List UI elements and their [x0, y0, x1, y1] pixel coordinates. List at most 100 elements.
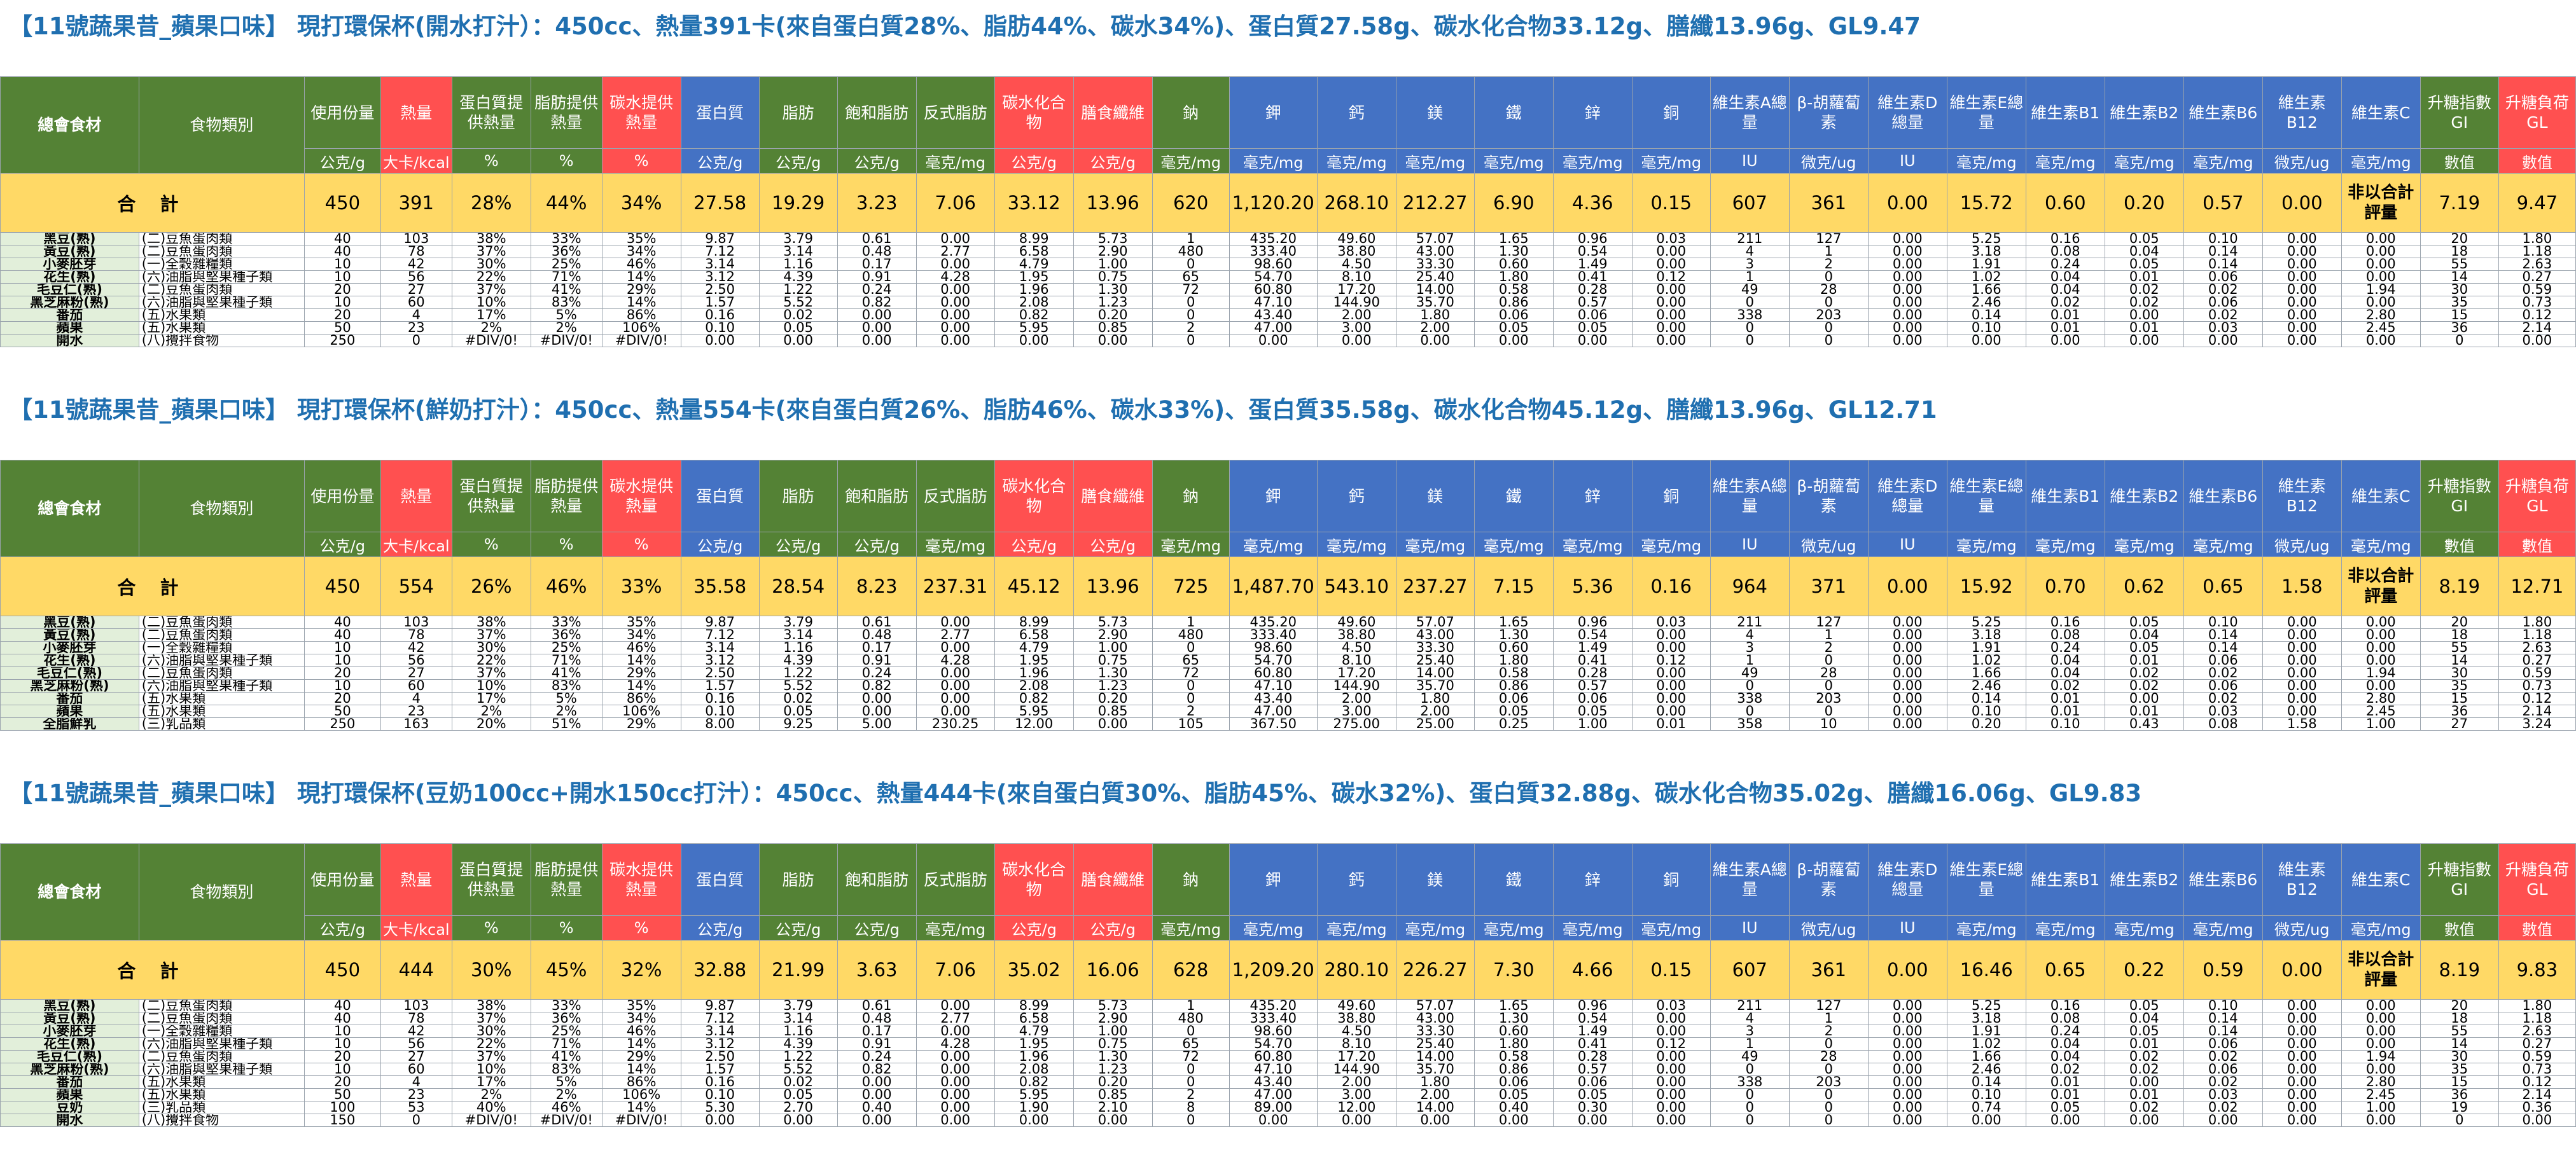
- value-cell: 0.00: [2262, 616, 2342, 629]
- value-cell: 0.00: [1867, 1012, 1947, 1025]
- unit-cell: 毫克/mg: [1316, 148, 1396, 174]
- value-cell: 1.00: [1552, 717, 1633, 731]
- value-cell: 47.10: [1229, 679, 1318, 693]
- value-cell: 0.00: [1316, 334, 1396, 347]
- value-cell: 0.20: [1073, 308, 1153, 322]
- value-cell: 14.00: [1395, 283, 1475, 296]
- value-cell: 230.25: [916, 717, 995, 731]
- total-cell: 34%: [601, 173, 681, 233]
- value-cell: 42: [380, 641, 452, 654]
- value-cell: 30: [2419, 283, 2499, 296]
- value-cell: 0.00: [1867, 1114, 1947, 1127]
- value-cell: 5.95: [994, 1088, 1074, 1101]
- total-cell: 7.06: [916, 173, 995, 233]
- unit-cell: IU: [1867, 532, 1947, 557]
- total-cell: 46%: [530, 556, 602, 616]
- value-cell: 0.03: [1631, 616, 1711, 629]
- column-header: 膳食纖維: [1073, 76, 1153, 149]
- value-cell: 0.00: [916, 679, 995, 693]
- value-cell: 60.80: [1229, 283, 1318, 296]
- column-header: 脂肪: [758, 843, 838, 916]
- total-cell: 371: [1788, 556, 1869, 616]
- total-cell: 8.19: [2419, 556, 2499, 616]
- value-cell: 0.00: [2262, 999, 2342, 1012]
- value-cell: 8.99: [994, 232, 1074, 245]
- value-cell: 23: [380, 1088, 452, 1101]
- total-cell: 0.00: [2262, 173, 2342, 233]
- column-header: 總會食材: [0, 76, 139, 174]
- value-cell: 47.10: [1229, 1063, 1318, 1076]
- value-cell: 83%: [530, 679, 602, 693]
- value-cell: 0.10: [680, 1088, 760, 1101]
- value-cell: 0.05: [1473, 705, 1554, 718]
- unit-cell: 毫克/mg: [1395, 915, 1475, 941]
- total-cell: 450: [303, 940, 381, 1000]
- unit-cell: 大卡/kcal: [380, 148, 452, 174]
- value-cell: 27: [380, 1050, 452, 1063]
- header-row: 總會食材 食物類別 使用份量 熱量 蛋白質提供熱量 脂肪提供熱量 碳水提供熱量 蛋白質 脂肪 飽和…: [0, 843, 2576, 941]
- value-cell: 0.00: [2341, 641, 2421, 654]
- value-cell: 2%: [530, 1088, 602, 1101]
- ingredient-name: 開水: [0, 334, 139, 347]
- value-cell: 89.00: [1229, 1101, 1318, 1114]
- unit-cell: 毫克/mg: [1946, 532, 2026, 557]
- value-cell: 0.04: [2025, 654, 2105, 667]
- value-cell: 28: [1788, 666, 1869, 680]
- total-cell: 0.22: [2104, 940, 2184, 1000]
- value-cell: 0.00: [1631, 296, 1711, 309]
- unit-cell: 毫克/mg: [1631, 148, 1711, 174]
- value-cell: 0.05: [2104, 999, 2184, 1012]
- value-cell: 0.00: [1867, 717, 1947, 731]
- value-cell: 41%: [530, 1050, 602, 1063]
- value-cell: 0.75: [1073, 270, 1153, 284]
- value-cell: 0.75: [1073, 1037, 1153, 1051]
- unit-cell: 毫克/mg: [1229, 148, 1318, 174]
- value-cell: 0.48: [837, 245, 917, 258]
- column-header: β-胡蘿蔔素: [1788, 76, 1869, 149]
- nutrition-table: 總會食材 食物類別 使用份量 熱量 蛋白質提供熱量 脂肪提供熱量 碳水提供熱量 蛋白質 脂肪 飽和…: [0, 460, 2576, 731]
- value-cell: 14: [2419, 270, 2499, 284]
- value-cell: 1.90: [994, 1101, 1074, 1114]
- total-cell: 9.47: [2498, 173, 2576, 233]
- value-cell: 0: [1709, 705, 1790, 718]
- unit-cell: %: [451, 532, 531, 557]
- value-cell: 0.00: [916, 1050, 995, 1063]
- value-cell: 0.30: [1552, 1101, 1633, 1114]
- value-cell: 1.80: [2498, 999, 2576, 1012]
- value-cell: #DIV/0!: [530, 334, 602, 347]
- value-cell: 35.70: [1395, 679, 1475, 693]
- value-cell: 0.00: [916, 1025, 995, 1038]
- value-cell: 8.00: [680, 717, 760, 731]
- value-cell: 0.00: [916, 296, 995, 309]
- value-cell: 0: [2419, 1114, 2499, 1127]
- value-cell: 0.00: [1867, 999, 1947, 1012]
- value-cell: 4.39: [758, 654, 838, 667]
- value-cell: 3.00: [1316, 705, 1396, 718]
- value-cell: 5.52: [758, 679, 838, 693]
- value-cell: 5.25: [1946, 616, 2026, 629]
- value-cell: 1.23: [1073, 296, 1153, 309]
- value-cell: 0.01: [2104, 654, 2184, 667]
- unit-cell: 公克/g: [680, 915, 760, 941]
- total-cell: 7.06: [916, 940, 995, 1000]
- value-cell: 1.18: [2498, 628, 2576, 642]
- value-cell: 3: [1709, 258, 1790, 271]
- food-category: (六)油脂與堅果種子類: [138, 679, 305, 693]
- value-cell: 28: [1788, 1050, 1869, 1063]
- value-cell: 43.40: [1229, 692, 1318, 705]
- column-header: 銅: [1631, 843, 1711, 916]
- ingredient-row: 黑豆(熟) (二)豆魚蛋肉類 40 103 38% 33% 35% 9.87 3.79 0.61 0…: [0, 616, 2576, 629]
- value-cell: 8.99: [994, 999, 1074, 1012]
- value-cell: 0.05: [758, 1088, 838, 1101]
- column-header: 維生素B12: [2262, 460, 2342, 532]
- value-cell: 36%: [530, 628, 602, 642]
- nutrition-table: 總會食材 食物類別 使用份量 熱量 蛋白質提供熱量 脂肪提供熱量 碳水提供熱量 蛋白質 脂肪 飽和…: [0, 76, 2576, 347]
- unit-cell: 毫克/mg: [916, 915, 995, 941]
- value-cell: 0.00: [1631, 1088, 1711, 1101]
- value-cell: 2: [1152, 705, 1230, 718]
- value-cell: 71%: [530, 654, 602, 667]
- value-cell: 0: [1152, 296, 1230, 309]
- value-cell: 0.05: [1473, 1088, 1554, 1101]
- value-cell: 0.01: [2025, 308, 2105, 322]
- column-header: 碳水提供熱量: [601, 843, 681, 916]
